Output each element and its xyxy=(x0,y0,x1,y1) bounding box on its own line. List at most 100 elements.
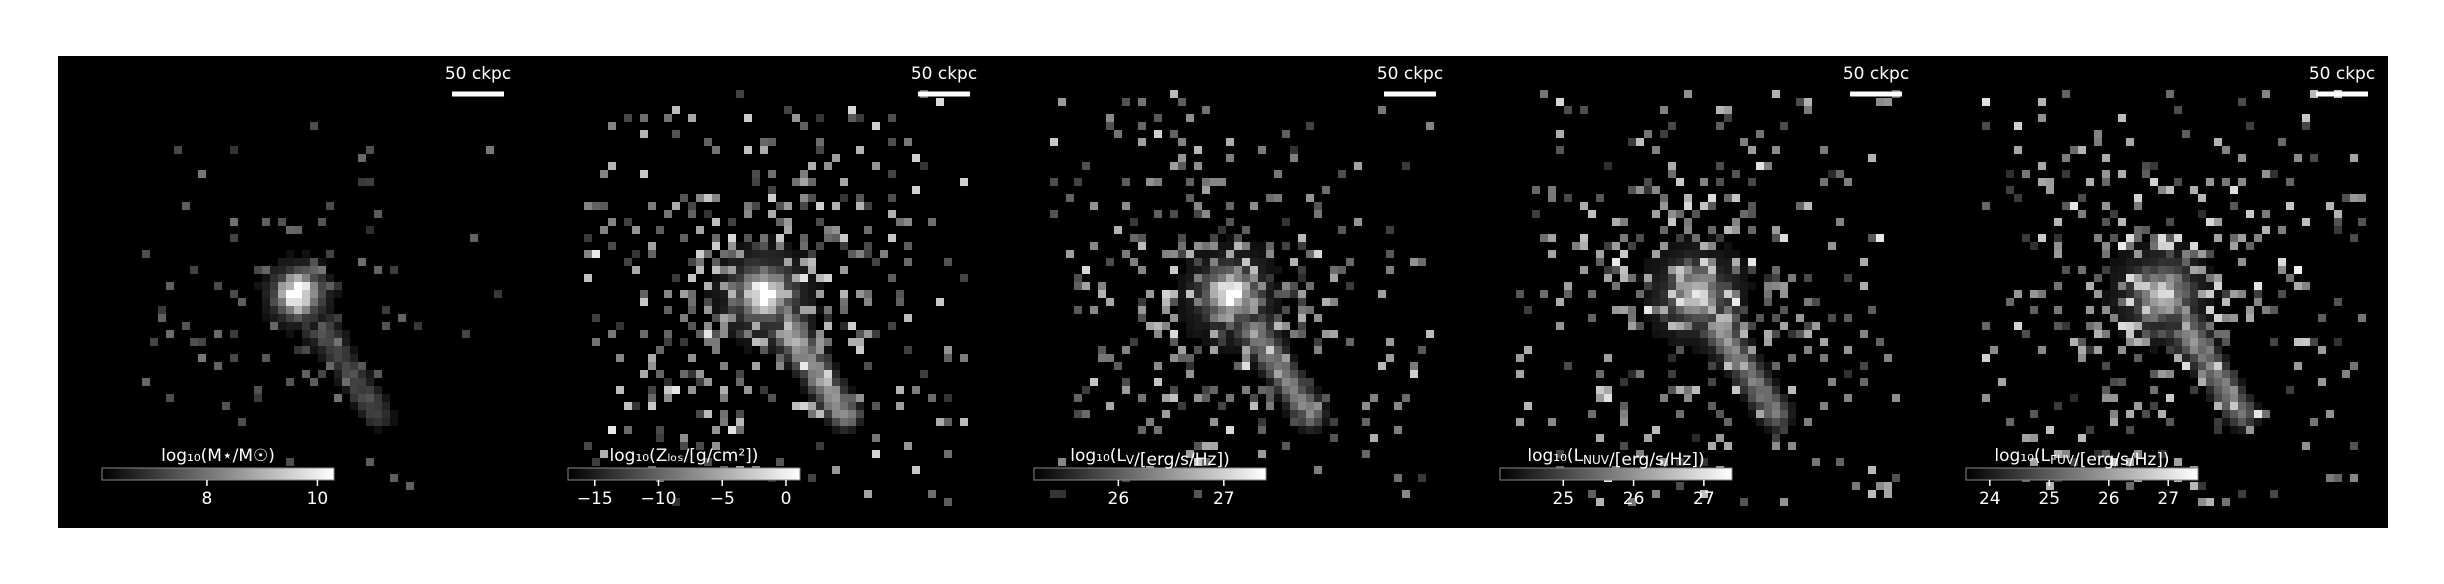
map-pixel xyxy=(1274,362,1282,370)
map-pixel xyxy=(1668,386,1676,394)
map-pixel xyxy=(680,234,688,242)
map-pixel xyxy=(1226,306,1234,314)
map-pixel xyxy=(1748,178,1756,186)
map-pixel xyxy=(1580,242,1588,250)
map-pixel xyxy=(2062,90,2070,98)
map-pixel xyxy=(158,314,166,322)
map-pixel xyxy=(1724,258,1732,266)
map-pixel xyxy=(792,114,800,122)
map-pixel xyxy=(2198,346,2206,354)
map-pixel xyxy=(672,386,680,394)
scale-bar-label: 50 ckpc xyxy=(445,64,511,84)
map-pixel xyxy=(1130,234,1138,242)
map-pixel xyxy=(1090,202,1098,210)
map-pixel xyxy=(584,250,592,258)
map-pixel xyxy=(2150,346,2158,354)
map-pixel xyxy=(166,330,174,338)
map-pixel xyxy=(1748,226,1756,234)
map-pixel xyxy=(302,282,310,290)
map-pixel xyxy=(286,458,294,466)
map-pixel xyxy=(1218,402,1226,410)
map-pixel xyxy=(1386,250,1394,258)
map-pixel xyxy=(1588,290,1596,298)
map-pixel xyxy=(2198,482,2206,490)
map-pixel xyxy=(1620,250,1628,258)
map-pixel xyxy=(712,426,720,434)
map-pixel xyxy=(1354,218,1362,226)
map-pixel xyxy=(1226,330,1234,338)
map-pixel xyxy=(728,274,736,282)
map-pixel xyxy=(1764,410,1772,418)
map-pixel xyxy=(2134,274,2142,282)
map-pixel xyxy=(856,202,864,210)
map-pixel xyxy=(1860,258,1868,266)
map-pixel xyxy=(1732,354,1740,362)
map-pixel xyxy=(2142,162,2150,170)
map-pixel xyxy=(664,378,672,386)
map-pixel xyxy=(2174,274,2182,282)
map-pixel xyxy=(2166,298,2174,306)
map-pixel xyxy=(2214,234,2222,242)
map-pixel xyxy=(712,258,720,266)
map-pixel xyxy=(1732,330,1740,338)
map-pixel xyxy=(1732,282,1740,290)
map-pixel xyxy=(840,394,848,402)
map-pixel xyxy=(736,242,744,250)
map-pixel xyxy=(1194,490,1202,498)
map-pixel xyxy=(2118,258,2126,266)
map-pixel xyxy=(760,322,768,330)
map-pixel xyxy=(1242,290,1250,298)
map-pixel xyxy=(2110,306,2118,314)
map-pixel xyxy=(872,122,880,130)
map-pixel xyxy=(1596,394,1604,402)
map-pixel xyxy=(1226,234,1234,242)
map-pixel xyxy=(2166,186,2174,194)
map-pixel xyxy=(784,338,792,346)
map-pixel xyxy=(2038,162,2046,170)
map-pixel xyxy=(872,450,880,458)
map-pixel xyxy=(2142,274,2150,282)
map-pixel xyxy=(744,202,752,210)
map-pixel xyxy=(768,394,776,402)
map-pixel xyxy=(1724,314,1732,322)
map-pixel xyxy=(2134,354,2142,362)
map-pixel xyxy=(2182,250,2190,258)
map-pixel xyxy=(1170,354,1178,362)
map-pixel xyxy=(1346,338,1354,346)
map-pixel xyxy=(2158,290,2166,298)
map-pixel xyxy=(1732,306,1740,314)
map-pixel xyxy=(1596,258,1604,266)
map-pixel xyxy=(616,322,624,330)
map-pixel xyxy=(864,298,872,306)
map-pixel xyxy=(960,178,968,186)
map-pixel xyxy=(2342,370,2350,378)
scale-bar-label: 50 ckpc xyxy=(911,64,977,84)
map-pixel xyxy=(2262,210,2270,218)
map-pixel xyxy=(2070,394,2078,402)
map-pixel xyxy=(1852,482,1860,490)
map-pixel xyxy=(1266,290,1274,298)
map-pixel xyxy=(768,322,776,330)
map-pixel xyxy=(2190,282,2198,290)
map-pixel xyxy=(1548,194,1556,202)
map-pixel xyxy=(2310,418,2318,426)
map-pixel xyxy=(1716,250,1724,258)
map-pixel xyxy=(1716,410,1724,418)
map-pixel xyxy=(704,338,712,346)
map-pixel xyxy=(1218,290,1226,298)
map-pixel xyxy=(278,306,286,314)
map-pixel xyxy=(2038,290,2046,298)
map-pixel xyxy=(1202,242,1210,250)
map-pixel xyxy=(2158,338,2166,346)
map-pixel xyxy=(1772,386,1780,394)
map-pixel xyxy=(1234,330,1242,338)
map-pixel xyxy=(2190,370,2198,378)
map-pixel xyxy=(2222,362,2230,370)
map-pixel xyxy=(704,378,712,386)
map-pixel xyxy=(1186,450,1194,458)
map-pixel xyxy=(1418,474,1426,482)
map-pixel xyxy=(736,418,744,426)
map-pixel xyxy=(2230,402,2238,410)
map-pixel xyxy=(1258,346,1266,354)
map-pixel xyxy=(318,314,326,322)
